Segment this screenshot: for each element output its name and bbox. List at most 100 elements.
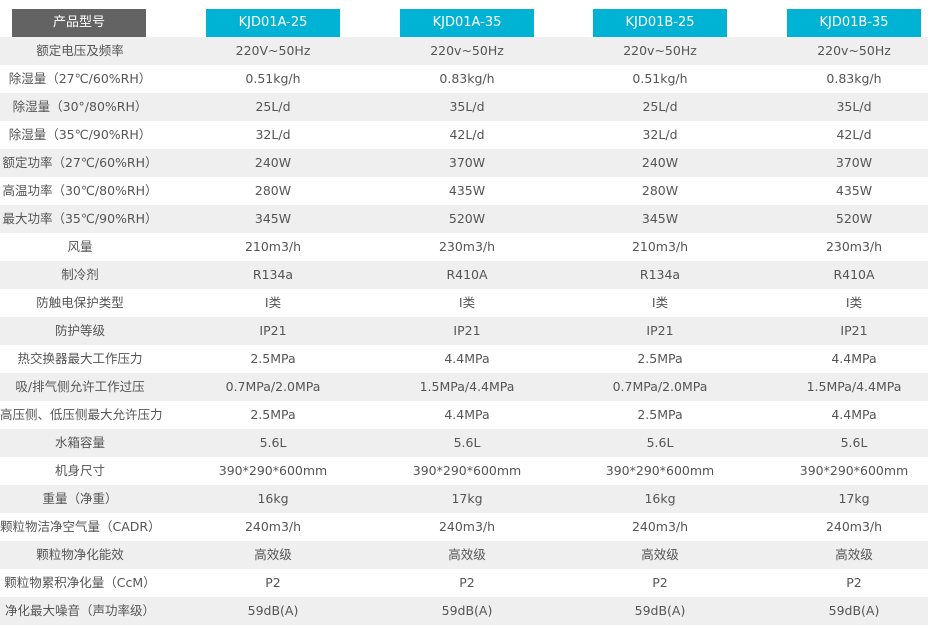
- cell-value: 520W: [835, 211, 873, 226]
- header-model: KJD01A-25: [206, 9, 340, 37]
- cell-value: I类: [264, 295, 282, 310]
- cell-value: 0.51kg/h: [245, 71, 301, 86]
- cell-value: 210m3/h: [244, 239, 302, 254]
- row-label: 最大功率（35℃/90%RH）: [2, 211, 158, 226]
- cell-value: 2.5MPa: [250, 351, 296, 366]
- cell-value: 59dB(A): [441, 603, 493, 618]
- cell-value: 高效级: [448, 547, 486, 562]
- cell-value: 35L/d: [836, 99, 872, 114]
- table-row: 高温功率（30℃/80%RH） 280W 435W 280W 435W: [0, 177, 928, 205]
- cell-value: 220v~50Hz: [430, 43, 504, 58]
- cell-value: 0.83kg/h: [439, 71, 495, 86]
- cell-value: 435W: [835, 183, 873, 198]
- table-row: 吸/排气侧允许工作过压 0.7MPa/2.0MPa 1.5MPa/4.4MPa 0.7…: [0, 373, 928, 401]
- cell-value: 345W: [641, 211, 679, 226]
- table-row: 额定功率（27℃/60%RH） 240W 370W 240W 370W: [0, 149, 928, 177]
- row-label: 颗粒物净化能效: [36, 547, 124, 562]
- cell-value: 32L/d: [642, 127, 678, 142]
- cell-value: 17kg: [451, 491, 483, 506]
- cell-value: 390*290*600mm: [799, 463, 909, 478]
- table-row: 颗粒物洁净空气量（CADR） 240m3/h 240m3/h 240m3/h 240m3…: [0, 513, 928, 541]
- table-row: 颗粒物净化能效 高效级 高效级 高效级 高效级: [0, 541, 928, 569]
- cell-value: 220v~50Hz: [623, 43, 697, 58]
- table-row: 制冷剂 R134a R410A R134a R410A: [0, 261, 928, 289]
- row-label: 水箱容量: [54, 435, 105, 450]
- cell-value: R410A: [446, 267, 488, 282]
- header-model: KJD01B-25: [593, 9, 727, 37]
- cell-value: 230m3/h: [438, 239, 496, 254]
- cell-value: 5.6L: [646, 435, 674, 450]
- cell-value: 390*290*600mm: [412, 463, 522, 478]
- cell-value: 42L/d: [449, 127, 485, 142]
- table-row: 风量 210m3/h 230m3/h 210m3/h 230m3/h: [0, 233, 928, 261]
- cell-value: IP21: [453, 323, 481, 338]
- cell-value: 59dB(A): [247, 603, 299, 618]
- row-label: 额定功率（27℃/60%RH）: [2, 155, 158, 170]
- cell-value: 390*290*600mm: [605, 463, 715, 478]
- cell-value: 0.7MPa/2.0MPa: [612, 379, 708, 394]
- cell-value: 0.7MPa/2.0MPa: [225, 379, 321, 394]
- cell-value: 520W: [448, 211, 486, 226]
- cell-value: 240m3/h: [631, 519, 689, 534]
- cell-value: 35L/d: [449, 99, 485, 114]
- cell-value: 42L/d: [836, 127, 872, 142]
- cell-value: P2: [652, 575, 668, 590]
- cell-value: 5.6L: [840, 435, 868, 450]
- table-row: 热交换器最大工作压力 2.5MPa 4.4MPa 2.5MPa 4.4MPa: [0, 345, 928, 373]
- cell-value: IP21: [259, 323, 287, 338]
- cell-value: 240m3/h: [438, 519, 496, 534]
- row-label: 机身尺寸: [54, 463, 105, 478]
- row-label: 防护等级: [54, 323, 105, 338]
- cell-value: 59dB(A): [828, 603, 880, 618]
- row-label: 吸/排气侧允许工作过压: [15, 379, 145, 394]
- cell-value: 4.4MPa: [831, 351, 877, 366]
- cell-value: R134a: [252, 267, 294, 282]
- cell-value: 435W: [448, 183, 486, 198]
- table-row: 防护等级 IP21 IP21 IP21 IP21: [0, 317, 928, 345]
- cell-value: 2.5MPa: [637, 351, 683, 366]
- table-row: 颗粒物累积净化量（CcM） P2 P2 P2 P2: [0, 569, 928, 597]
- cell-value: 220V~50Hz: [235, 43, 311, 58]
- row-label: 制冷剂: [61, 267, 99, 282]
- cell-value: P2: [459, 575, 475, 590]
- row-label: 重量（净重）: [42, 491, 118, 506]
- cell-value: 2.5MPa: [250, 407, 296, 422]
- cell-value: I类: [458, 295, 476, 310]
- cell-value: 高效级: [835, 547, 873, 562]
- cell-value: 高效级: [254, 547, 292, 562]
- table-row: 除湿量（30°/80%RH） 25L/d 35L/d 25L/d 35L/d: [0, 93, 928, 121]
- cell-value: 0.51kg/h: [632, 71, 688, 86]
- cell-value: 16kg: [644, 491, 676, 506]
- table-row: 水箱容量 5.6L 5.6L 5.6L 5.6L: [0, 429, 928, 457]
- cell-value: 59dB(A): [634, 603, 686, 618]
- row-label: 风量: [67, 239, 93, 254]
- cell-value: 17kg: [838, 491, 870, 506]
- table-row: 净化最大噪音（声功率级） 59dB(A) 59dB(A) 59dB(A) 59dB(A): [0, 597, 928, 625]
- row-label: 除湿量（30°/80%RH）: [12, 99, 148, 114]
- cell-value: I类: [845, 295, 863, 310]
- table-row: 除湿量（35℃/90%RH） 32L/d 42L/d 32L/d 42L/d: [0, 121, 928, 149]
- cell-value: 1.5MPa/4.4MPa: [806, 379, 902, 394]
- row-label: 除湿量（35℃/90%RH）: [8, 127, 152, 142]
- cell-value: 280W: [641, 183, 679, 198]
- row-label: 颗粒物洁净空气量（CADR）: [0, 519, 161, 534]
- table-row: 最大功率（35℃/90%RH） 345W 520W 345W 520W: [0, 205, 928, 233]
- cell-value: 4.4MPa: [444, 407, 490, 422]
- header-model: KJD01B-35: [787, 9, 921, 37]
- cell-value: R410A: [833, 267, 875, 282]
- cell-value: 16kg: [257, 491, 289, 506]
- cell-value: 280W: [254, 183, 292, 198]
- cell-value: 4.4MPa: [831, 407, 877, 422]
- cell-value: 370W: [448, 155, 486, 170]
- cell-value: 240W: [641, 155, 679, 170]
- cell-value: 240W: [254, 155, 292, 170]
- cell-value: 240m3/h: [825, 519, 883, 534]
- cell-value: 1.5MPa/4.4MPa: [419, 379, 515, 394]
- row-label: 额定电压及频率: [36, 43, 124, 58]
- row-label: 净化最大噪音（声功率级）: [4, 603, 155, 618]
- cell-value: 5.6L: [259, 435, 287, 450]
- table-row: 防触电保护类型 I类 I类 I类 I类: [0, 289, 928, 317]
- row-label: 颗粒物累积净化量（CcM）: [4, 575, 156, 590]
- cell-value: 2.5MPa: [637, 407, 683, 422]
- header-product-model: 产品型号: [12, 9, 146, 37]
